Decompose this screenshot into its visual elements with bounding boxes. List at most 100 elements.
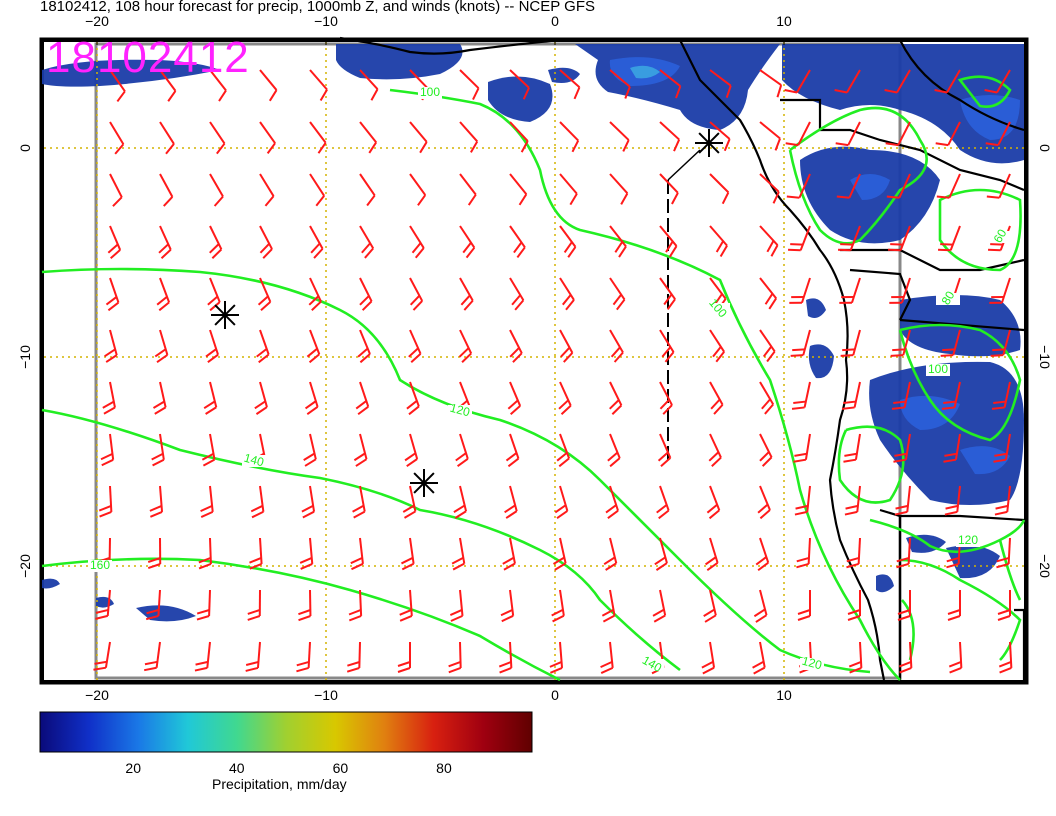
barb-feather — [715, 351, 725, 363]
barb-staff — [759, 381, 775, 405]
wind-barb — [609, 225, 627, 258]
barb-staff — [759, 641, 766, 668]
wind-barb — [788, 225, 811, 252]
barb-feather — [884, 89, 898, 94]
barb-feather — [450, 614, 463, 622]
barb-feather — [666, 298, 676, 310]
barb-staff — [904, 433, 911, 460]
wind-barb — [357, 329, 371, 364]
barb-feather — [721, 191, 730, 205]
barb-staff — [459, 277, 474, 302]
barb-feather — [505, 452, 518, 462]
barb-staff — [209, 433, 216, 460]
barb-feather — [448, 661, 461, 668]
barb-feather — [95, 608, 109, 614]
barb-feather — [308, 353, 320, 364]
wind-barb — [793, 433, 811, 463]
barb-feather — [796, 557, 810, 563]
precip-area — [42, 578, 60, 589]
wind-barb — [759, 329, 776, 363]
barb-staff — [509, 537, 516, 564]
barb-staff — [206, 641, 211, 668]
lon-tick-bottom: −10 — [314, 687, 338, 703]
wind-barb — [401, 537, 415, 571]
lat-tick-right: −20 — [1037, 554, 1053, 578]
barb-feather — [258, 353, 270, 364]
barb-feather — [465, 247, 476, 259]
barb-feather — [673, 139, 681, 152]
barb-staff — [807, 537, 811, 565]
wind-barb — [500, 589, 515, 623]
barb-staff — [159, 433, 165, 460]
barb-feather — [357, 405, 369, 416]
barb-staff — [104, 641, 111, 668]
barb-feather — [353, 452, 366, 462]
barb-staff — [509, 641, 513, 669]
wind-barb — [985, 121, 1011, 147]
wind-barb — [346, 641, 361, 673]
wind-barb — [659, 173, 679, 205]
barb-feather — [948, 661, 962, 668]
wind-barb — [296, 641, 311, 673]
wind-barb — [948, 641, 963, 674]
barb-feather — [549, 661, 562, 668]
barb-feather — [167, 90, 177, 102]
wind-barb — [786, 173, 811, 199]
wind-barb — [504, 485, 518, 519]
barb-feather — [198, 557, 212, 564]
barb-feather — [315, 195, 325, 207]
barb-feather — [757, 503, 769, 514]
barb-staff — [806, 485, 811, 512]
wind-barb — [559, 329, 574, 363]
barb-feather — [304, 400, 317, 410]
barb-feather — [793, 458, 807, 463]
barb-feather — [200, 510, 214, 519]
barb-feather — [602, 614, 615, 623]
barb-feather — [558, 399, 569, 410]
barb-staff — [559, 485, 569, 512]
barb-staff — [409, 173, 427, 196]
barb-feather — [839, 301, 852, 304]
wind-barb — [509, 277, 525, 311]
wind-barb — [259, 225, 273, 259]
barb-feather — [654, 556, 666, 566]
barb-staff — [1009, 641, 1013, 669]
wind-barb — [352, 485, 366, 519]
barb-feather — [846, 557, 860, 563]
barb-feather — [105, 354, 118, 363]
barb-staff — [804, 433, 811, 460]
marker-arm — [214, 304, 236, 326]
barb-staff — [659, 121, 680, 141]
barb-staff — [209, 485, 214, 512]
barb-staff — [796, 69, 811, 94]
barb-staff — [359, 277, 373, 302]
barb-feather — [448, 667, 462, 674]
wind-barb — [348, 589, 363, 622]
barb-staff — [209, 121, 226, 145]
precip-colorbar — [39, 711, 533, 753]
barb-feather — [520, 140, 529, 153]
precip-area — [782, 44, 1024, 164]
wind-barb — [509, 225, 526, 259]
barb-feather — [154, 406, 167, 415]
barb-staff — [909, 641, 913, 669]
barb-feather — [661, 346, 672, 358]
barb-feather — [348, 609, 362, 616]
barb-staff — [709, 121, 731, 140]
barb-staff — [959, 641, 963, 669]
barb-feather — [890, 354, 904, 357]
barb-feather — [757, 561, 769, 572]
barb-staff — [509, 329, 523, 354]
wind-barb — [759, 121, 781, 151]
barb-feather — [301, 504, 314, 513]
barb-feather — [102, 400, 115, 409]
colorbar-tick-label: 20 — [125, 760, 142, 776]
barb-feather — [500, 608, 513, 617]
barb-feather — [947, 615, 961, 621]
barb-feather — [414, 247, 425, 259]
barb-feather — [94, 660, 108, 665]
wind-barb — [109, 173, 123, 207]
barb-feather — [607, 451, 619, 462]
barb-feather — [892, 348, 905, 352]
